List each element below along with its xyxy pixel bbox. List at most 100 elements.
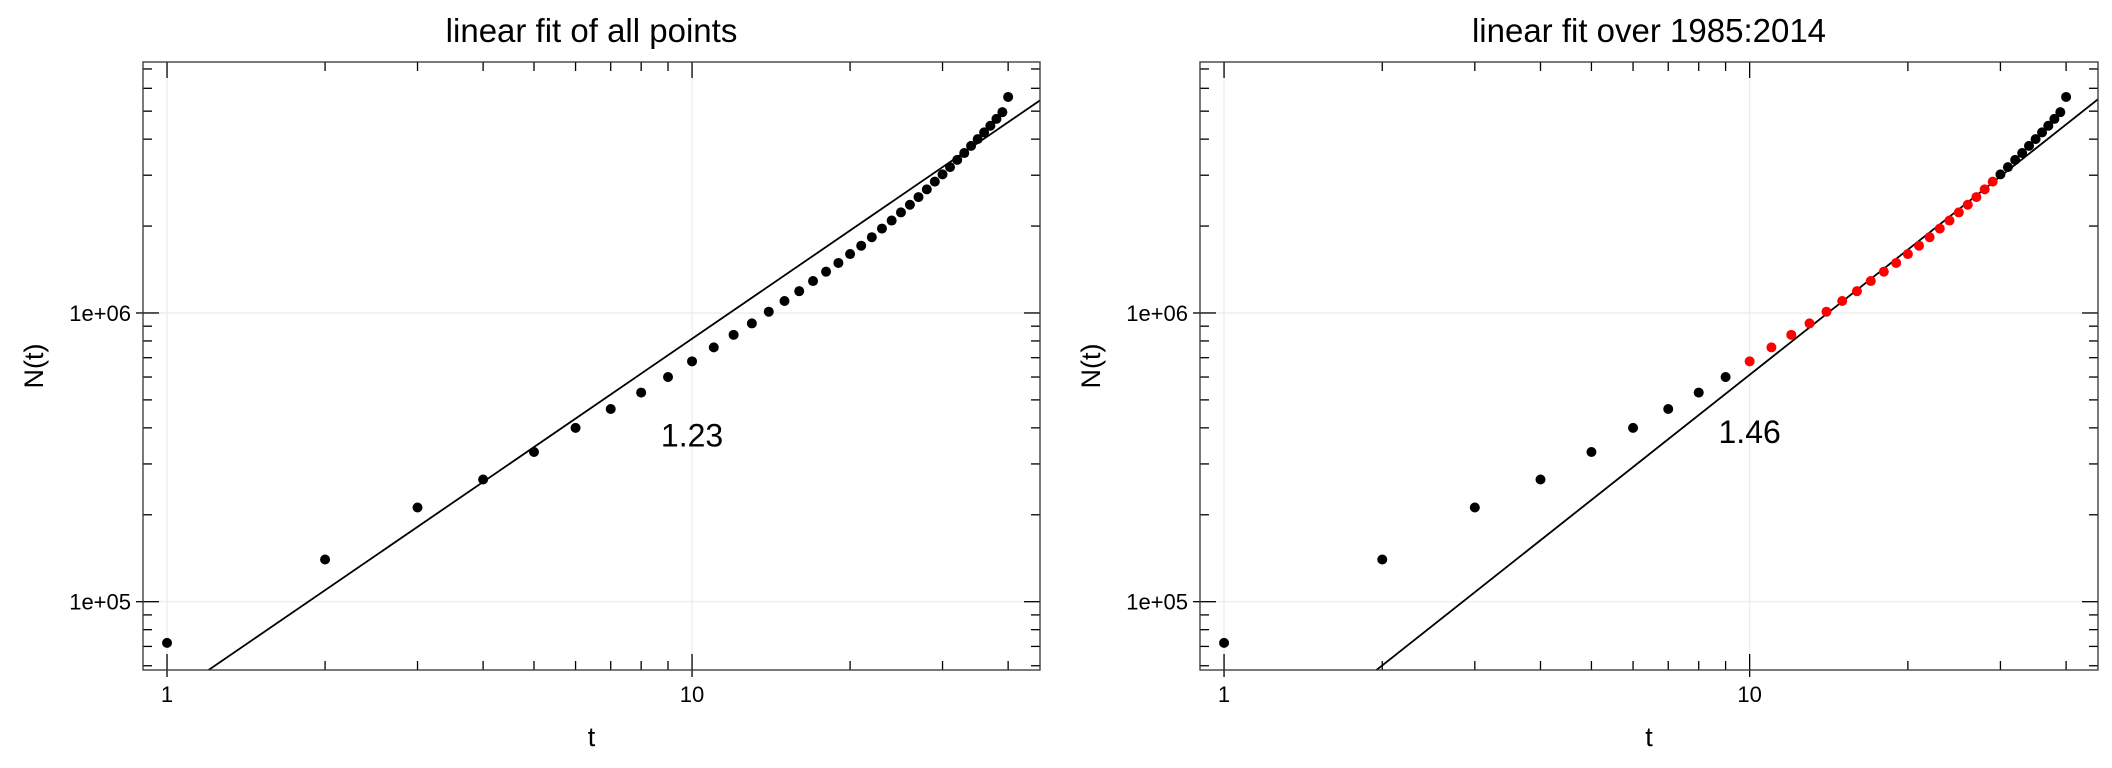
data-point [763, 306, 774, 317]
y-axis-label: N(t) [1076, 344, 1106, 389]
data-point [1987, 176, 1998, 187]
data-point [1924, 232, 1935, 243]
data-point [1821, 306, 1832, 317]
data-point [412, 502, 423, 513]
data-point [945, 162, 956, 173]
data-point [821, 266, 832, 277]
data-point [478, 474, 489, 485]
chart-panel-2: 1 10 1e+05 1e+06 1.46 linear fit over 1985:20… [1076, 12, 2099, 752]
data-point [728, 329, 739, 340]
data-point [746, 318, 757, 329]
panel-border [1199, 61, 2099, 671]
data-point [979, 127, 990, 138]
grid-lines [1200, 62, 2098, 670]
data-point [1878, 266, 1889, 277]
data-point [856, 240, 867, 251]
data-point [1995, 169, 2006, 180]
data-point [2037, 127, 2048, 138]
y-tick-label: 1e+05 [1126, 590, 1188, 615]
data-point [1720, 372, 1731, 383]
data-point [886, 215, 897, 226]
data-point [2061, 91, 2072, 102]
data-point [972, 134, 983, 145]
data-point [1902, 249, 1913, 260]
data-point [1971, 192, 1982, 203]
y-tick-label: 1e+06 [69, 301, 131, 326]
data-point [895, 207, 906, 218]
data-point [1914, 240, 1925, 251]
data-points [1219, 91, 2072, 648]
slope-annotation: 1.46 [1719, 414, 1781, 450]
y-tick-label: 1e+05 [69, 590, 131, 615]
data-point [1786, 329, 1797, 340]
data-point [1535, 474, 1546, 485]
data-point [1837, 296, 1848, 307]
data-point [1891, 257, 1902, 268]
data-point [1804, 318, 1815, 329]
chart-title: linear fit of all points [446, 12, 738, 49]
data-point [1766, 342, 1777, 353]
panel-border [142, 61, 1041, 671]
data-point [913, 192, 924, 203]
data-point [687, 356, 698, 367]
data-point [794, 286, 805, 297]
data-point [605, 403, 616, 414]
grid-lines [143, 62, 1040, 670]
data-point [1744, 356, 1755, 367]
data-point [708, 342, 719, 353]
data-point [2043, 120, 2054, 131]
data-point [921, 184, 932, 195]
data-point [1865, 276, 1876, 287]
data-point [2055, 107, 2066, 118]
data-point [1663, 403, 1674, 414]
data-point [663, 372, 674, 383]
data-point [959, 148, 970, 159]
data-point [2010, 154, 2021, 165]
data-point [1953, 207, 1964, 218]
x-tick-label: 10 [1737, 682, 1761, 707]
data-point [162, 637, 173, 648]
y-axis-label: N(t) [19, 344, 49, 389]
data-point [845, 249, 856, 260]
data-point [570, 422, 581, 433]
data-point [952, 154, 963, 165]
data-point [2002, 162, 2013, 173]
x-axis-label: t [1645, 722, 1653, 752]
x-axis-label: t [588, 722, 596, 752]
data-point [2017, 148, 2028, 159]
chart-title: linear fit over 1985:2014 [1472, 12, 1826, 49]
data-point [997, 107, 1008, 118]
x-tick-label: 1 [1218, 682, 1230, 707]
data-point [1586, 446, 1597, 457]
data-points [162, 91, 1014, 648]
x-tick-label: 1 [161, 682, 173, 707]
data-point [1628, 422, 1639, 433]
data-point [320, 554, 331, 565]
data-point [779, 296, 790, 307]
data-point [528, 446, 539, 457]
data-point [1962, 199, 1973, 210]
data-point [966, 140, 977, 151]
data-point [1003, 91, 1014, 102]
data-point [636, 387, 647, 398]
data-point [1944, 215, 1955, 226]
data-point [991, 113, 1002, 124]
data-point [866, 232, 877, 243]
data-point [1851, 286, 1862, 297]
data-point [2049, 113, 2060, 124]
tick-marks [1200, 62, 2098, 670]
data-point [833, 257, 844, 268]
data-point [1693, 387, 1704, 398]
data-point [876, 223, 887, 234]
slope-annotation: 1.23 [661, 417, 723, 453]
data-point [1219, 637, 1230, 648]
data-point [1979, 184, 1990, 195]
data-point [1934, 223, 1945, 234]
tick-marks [143, 62, 1040, 670]
data-point [2030, 134, 2041, 145]
data-point [2023, 140, 2034, 151]
x-tick-label: 10 [680, 682, 704, 707]
data-point [1469, 502, 1480, 513]
data-point [929, 176, 940, 187]
